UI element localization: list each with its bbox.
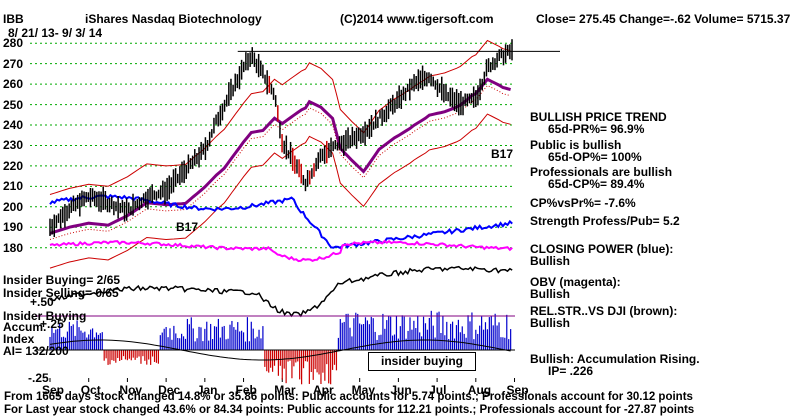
x-tick-label: Jan [196, 383, 218, 397]
public-bullish-label: Public is bullish [530, 138, 622, 152]
bullish-trend-label: BULLISH PRICE TREND [530, 110, 667, 124]
relstr-label: REL.STR..VS DJI (brown): [530, 304, 678, 318]
chart-grid [30, 42, 516, 382]
closing-power-label: CLOSING POWER (blue): [530, 242, 674, 256]
ma-path [49, 77, 512, 235]
closing-power-status: Bullish [530, 254, 571, 268]
y-tick-label: 260 [3, 77, 24, 92]
x-tick-label: Sep [506, 383, 529, 397]
footer-line-1: From 1665 days stock changed 14.8% or 35… [4, 391, 693, 403]
relstr-status: Bullish [530, 316, 571, 330]
b17-label-right: B17 [491, 147, 514, 161]
prof-bullish-label: Professionals are bullish [530, 165, 673, 179]
relative-strength-line [49, 265, 513, 318]
x-tick-label: Jun [390, 383, 412, 397]
x-tick-label: May [351, 383, 376, 397]
strength-value: Strength Profess/Pub= 5.2 [530, 214, 680, 228]
op-value: 65d-OP%= 100% [548, 150, 642, 164]
x-tick-label: Apr [312, 383, 334, 397]
insider-buying-label: Insider Buying [3, 309, 87, 323]
x-tick-label: Oct [80, 383, 101, 397]
upper-band [49, 39, 511, 195]
ai-value: AI= 132/200 [3, 344, 69, 358]
ip-value: IP= .226 [548, 364, 594, 378]
x-tick-label: Mar [274, 383, 296, 397]
accumulation-status: Bullish: Accumulation Rising. [530, 352, 700, 366]
quote-text: Close= 275.45 Change=-.62 Volume= 5715.3… [536, 12, 791, 26]
footer-line-2: For Last year stock changed 43.6% or 84.… [4, 404, 695, 416]
copyright-text: (C)2014 www.tigersoft.com [340, 12, 494, 26]
obv-label: OBV (magenta): [530, 275, 621, 289]
x-tick-label: Nov [119, 383, 143, 397]
accum-minus25: -.25 [28, 371, 49, 385]
cp-value: 65d-CP%= 89.4% [548, 177, 645, 191]
date-range: 8/ 21/ 13- 9/ 3/ 14 [8, 26, 103, 40]
closing-power-path [49, 193, 513, 250]
closing-power-line [49, 193, 513, 250]
obv-line [49, 239, 513, 263]
reference-lines [35, 50, 560, 351]
y-tick-label: 180 [3, 240, 24, 255]
insider-selling-count: Insider Selling= 0/65 [3, 286, 119, 300]
x-tick-label: Sep [42, 383, 65, 397]
accum-ma-path [49, 339, 511, 361]
price-bars [49, 39, 513, 238]
y-tick-label: 240 [3, 118, 24, 132]
accumulation-histogram [49, 310, 512, 385]
chart-title: iShares Nasdaq Biotechnology [85, 12, 262, 26]
moving-average-line [49, 77, 512, 235]
y-tick-label: 270 [3, 56, 24, 71]
inner-band [49, 84, 511, 240]
price-bands [49, 39, 511, 269]
x-tick-label: Dec [158, 383, 181, 397]
pr-value: 65d-PR%= 96.9% [548, 122, 645, 136]
obv-path [49, 239, 513, 263]
y-tick-label: 250 [3, 97, 24, 112]
insider-buying-box: insider buying [368, 352, 476, 371]
index-label: Index [3, 332, 35, 346]
relstr-path [49, 265, 513, 318]
lower-band [49, 113, 511, 269]
symbol-label: IBB [3, 12, 24, 26]
y-tick-label: 190 [3, 220, 24, 235]
y-tick-label: 200 [3, 199, 24, 214]
cpvspr-value: CP%vsPr%= -7.6% [530, 196, 636, 210]
y-tick-label: 210 [3, 179, 24, 194]
x-tick-label: Jul [429, 383, 447, 397]
b17-label-left: B17 [176, 220, 199, 234]
accum-plus25: +.25 [40, 317, 64, 331]
y-tick-label: 220 [3, 158, 24, 173]
x-tick-label: Aug [467, 383, 492, 397]
y-tick-label: 230 [3, 138, 24, 153]
y-tick-label: 280 [3, 36, 24, 51]
x-tick-label: Feb [235, 383, 257, 397]
accum-label: Accum. [3, 320, 47, 334]
obv-status: Bullish [530, 287, 571, 301]
accum-plus50: +.50 [30, 295, 54, 309]
insider-buying-count: Insider Buying= 2/65 [3, 273, 121, 287]
